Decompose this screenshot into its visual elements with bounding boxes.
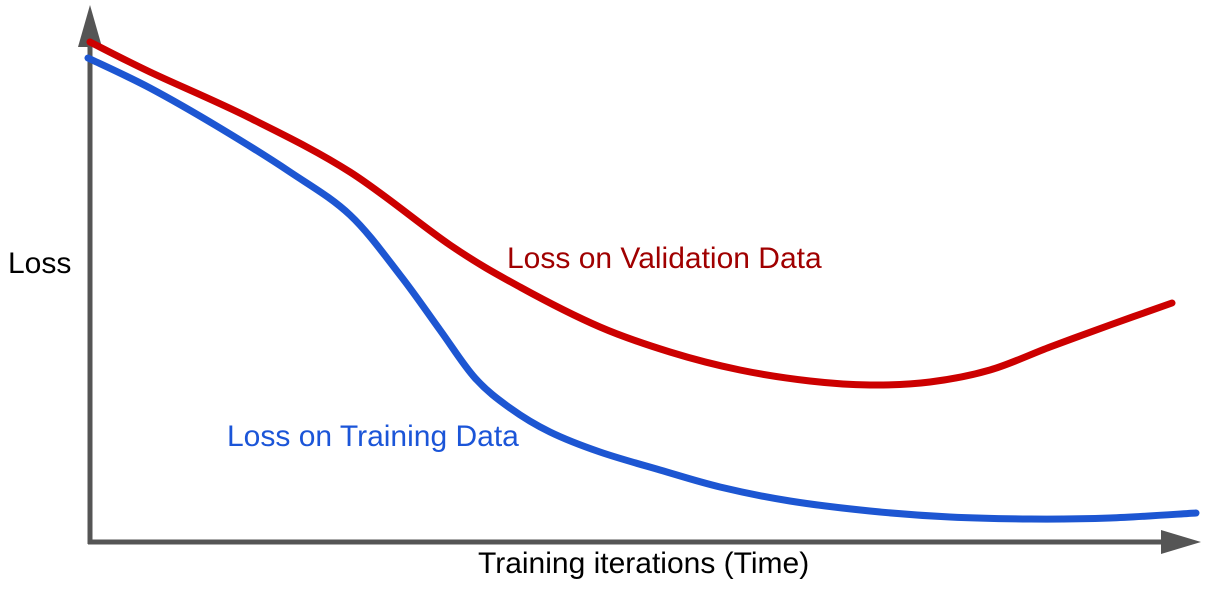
x-axis-arrowhead-icon	[1161, 530, 1201, 554]
training-loss-curve	[84, 54, 1200, 523]
y-axis-arrowhead-icon	[78, 5, 102, 47]
training-curve-label: Loss on Training Data	[227, 420, 519, 453]
validation-curve-label: Loss on Validation Data	[507, 242, 822, 275]
x-axis-label: Training iterations (Time)	[478, 547, 810, 580]
y-axis-label: Loss	[8, 247, 72, 280]
validation-loss-curve	[86, 38, 1176, 389]
